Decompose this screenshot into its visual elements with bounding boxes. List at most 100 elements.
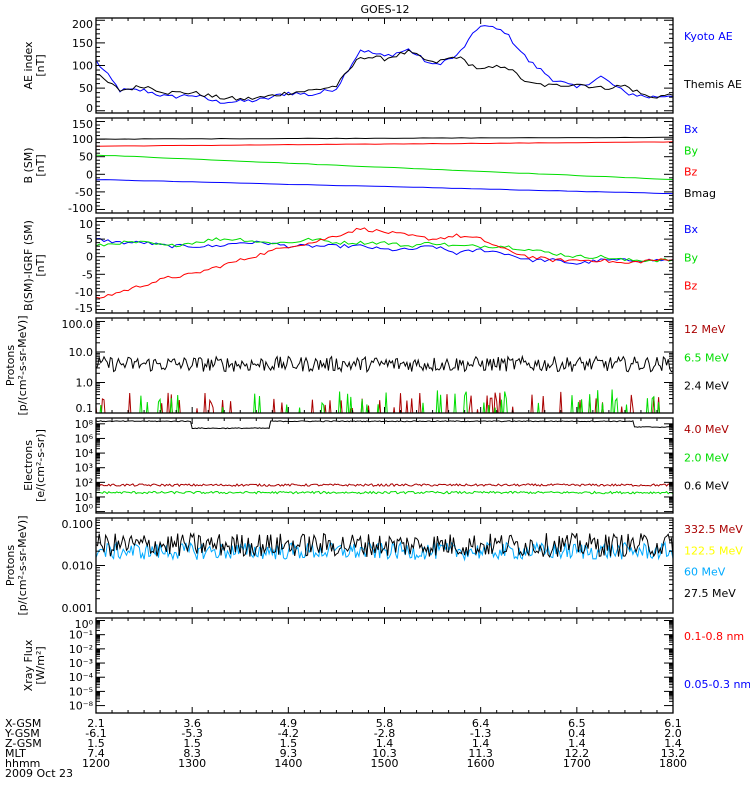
series-line-bmag — [96, 136, 673, 140]
legend-entry: Bx — [684, 223, 699, 236]
ephemeris-value: 9.3 — [280, 747, 298, 760]
legend-entry: Kyoto AE — [684, 30, 733, 43]
y-tick-label: 150 — [72, 118, 93, 131]
y-tick-label: 10⁻⁸ — [69, 700, 94, 713]
series-line-bx — [96, 237, 673, 265]
legend-entry: 2.4 MeV — [684, 380, 729, 393]
legend-entry: 2.0 MeV — [684, 451, 729, 464]
y-axis-units-line: [nT] — [34, 254, 47, 276]
y-axis-units-line: [p/(cm²-s-sr-MeV)] — [16, 316, 29, 416]
y-tick-label: 150 — [72, 37, 93, 50]
ephemeris-value: 1.4 — [472, 737, 490, 750]
ephemeris-value: 6.5 — [568, 717, 586, 730]
y-tick-label: 0.1 — [76, 402, 94, 415]
ephemeris-value: 7.4 — [87, 747, 105, 760]
y-axis-title-line: B(SM)-IGRF (SM) — [22, 220, 35, 311]
ephemeris-value: 1600 — [467, 757, 495, 770]
ephemeris-value: 10.3 — [372, 747, 397, 760]
ephemeris-value: 1800 — [659, 757, 687, 770]
ephemeris-value: 2.1 — [87, 717, 105, 730]
ephemeris-value: 5.8 — [376, 717, 394, 730]
legend-entry: 60 MeV — [684, 566, 726, 579]
y-tick-label: 5 — [86, 233, 93, 246]
ephemeris-value: 11.3 — [468, 747, 493, 760]
legend-entry: 0.6 MeV — [684, 480, 729, 493]
series-group — [96, 136, 673, 195]
ephemeris-value: 1.4 — [376, 737, 394, 750]
y-tick-label: 0.010 — [62, 560, 94, 573]
y-tick-label: 10⁴ — [75, 447, 94, 460]
ephemeris-value: 1.5 — [87, 737, 105, 750]
panel-frame — [95, 417, 674, 514]
y-tick-label: 0.001 — [62, 602, 94, 615]
series-line-kyoto-ae — [96, 25, 673, 104]
y-tick-label: 0 — [86, 251, 93, 264]
legend-entry: 4.0 MeV — [684, 423, 729, 436]
ephemeris-value: -4.2 — [278, 727, 299, 740]
ephemeris-value: 1200 — [82, 757, 110, 770]
ephemeris-value: 8.3 — [183, 747, 201, 760]
legend-entry: Bx — [684, 123, 699, 136]
y-tick-label: 10⁸ — [75, 418, 94, 431]
ephemeris-value: 1700 — [563, 757, 591, 770]
y-axis-title-line: B (SM) — [22, 147, 35, 183]
y-axis-title-line: Xray Flux — [22, 639, 35, 691]
y-axis-title: B(SM)-IGRF (SM)[nT] — [22, 220, 47, 311]
ephemeris-value: 1300 — [178, 757, 206, 770]
series-line-themis-ae — [96, 49, 673, 101]
y-tick-label: 200 — [72, 18, 93, 31]
ephemeris-value: 12.2 — [565, 747, 590, 760]
y-tick-label: 10⁶ — [75, 432, 94, 445]
series-group — [96, 420, 673, 495]
ephemeris-row-label: hhmm — [5, 757, 40, 770]
ephemeris-value: 1.4 — [568, 737, 586, 750]
ephemeris-value: 6.4 — [472, 717, 490, 730]
y-axis-units-line: [W/m²] — [34, 646, 47, 684]
y-tick-label: 10⁻⁴ — [69, 671, 94, 684]
y-tick-label: 50 — [79, 82, 93, 95]
y-tick-label: 10² — [75, 476, 93, 489]
legend-entry: 0.1-0.8 nm — [684, 630, 744, 643]
y-axis-units-line: [nT] — [34, 154, 47, 176]
y-axis-title: Xray Flux[W/m²] — [22, 639, 47, 691]
y-tick-label: 10⁻⁵ — [69, 685, 93, 698]
legend-entry: 27.5 MeV — [684, 587, 736, 600]
legend-entry: Themis AE — [683, 78, 742, 91]
y-axis-units-line: [e/(cm²-s-sr)] — [34, 429, 47, 502]
y-tick-label: 0.100 — [62, 518, 94, 531]
date-label: 2009 Oct 23 — [5, 767, 73, 780]
series-group — [96, 227, 673, 299]
panel-frame — [95, 17, 674, 114]
series-line-60-mev — [96, 541, 673, 562]
series-line-6.5-mev — [99, 389, 660, 413]
series-line-2.4-mev — [96, 354, 673, 374]
ephemeris-value: 4.9 — [280, 717, 298, 730]
y-tick-label: 0 — [86, 168, 93, 181]
series-line-by — [96, 154, 673, 180]
panel-frame — [95, 617, 674, 714]
legend-entry: 0.05-0.3 nm — [684, 678, 750, 691]
legend-entry: Bmag — [684, 187, 716, 200]
series-line-bz — [96, 227, 673, 299]
series-line-bx — [96, 179, 673, 195]
panel-protons_low: 0.1 1.0 10.0 100.0 Protons[p/(cm²-s-sr-MeV)]… — [4, 316, 729, 416]
y-axis-title: Electrons[e/(cm²-s-sr)] — [22, 429, 47, 502]
y-tick-label: 1.0 — [76, 376, 94, 389]
y-tick-label: -5 — [82, 268, 93, 281]
plot-title: GOES-12 — [360, 3, 409, 16]
ephemeris-value: 3.6 — [183, 717, 201, 730]
y-tick-label: 10³ — [75, 462, 93, 475]
ephemeris-value: 1.4 — [664, 737, 682, 750]
y-tick-label: 10¹ — [75, 491, 93, 504]
y-tick-label: -10 — [75, 286, 93, 299]
ephemeris-value: 6.1 — [664, 717, 682, 730]
panel-protons_high: 0.001 0.010 0.100 Protons[p/(cm²-s-sr-MeV)]… — [4, 516, 743, 616]
series-group — [96, 532, 673, 562]
legend-entry: 332.5 MeV — [684, 523, 743, 536]
series-line-bz — [96, 141, 673, 147]
legend-entry: Bz — [684, 166, 698, 179]
legend-entry: Bz — [684, 280, 698, 293]
legend-entry: By — [684, 251, 699, 264]
